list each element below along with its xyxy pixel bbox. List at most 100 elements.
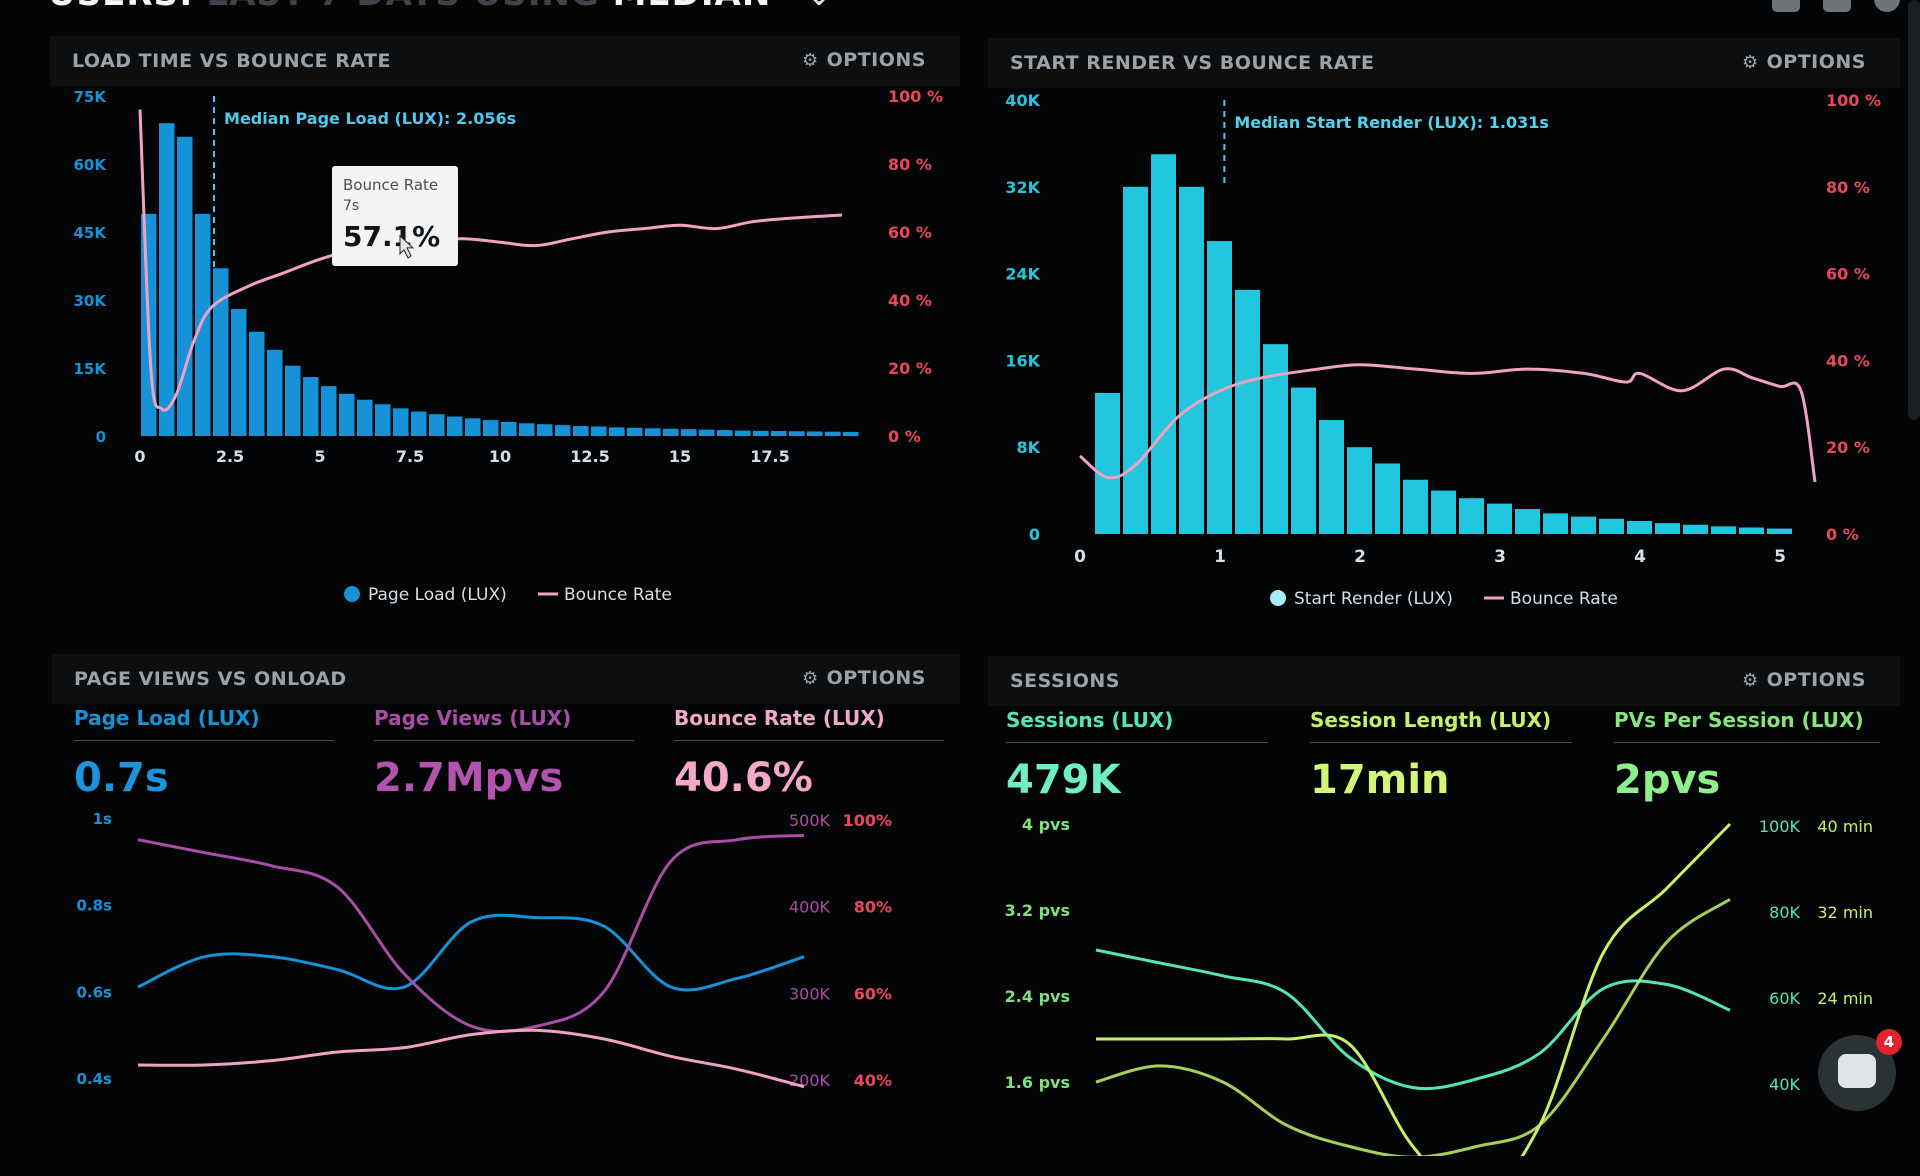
bar [591, 426, 607, 436]
bar [195, 213, 211, 436]
bar [519, 423, 535, 436]
y2-axis-tick-label: 40 % [1826, 351, 1870, 370]
cursor-icon [399, 234, 415, 259]
bar [771, 431, 787, 436]
x-axis-tick-label: 4 [1634, 547, 1646, 567]
kpi-page-load[interactable]: Page Load (LUX) 0.7s [74, 706, 334, 801]
calendar-icon[interactable] [1822, 0, 1851, 12]
options-button[interactable]: ⚙ OPTIONS [1742, 51, 1866, 73]
y2-axis-tick-label: 300K [789, 984, 831, 1003]
legend-label: Bounce Rate [564, 585, 672, 605]
y2-axis-tick-label: 60K [1769, 989, 1800, 1008]
bar [1683, 524, 1708, 534]
bar [735, 430, 751, 436]
median-label: Median Page Load (LUX): 2.056s [224, 109, 516, 128]
options-button[interactable]: ⚙ OPTIONS [1742, 669, 1866, 691]
panel-title: PAGE VIEWS VS ONLOAD [74, 668, 347, 690]
kpi-row: Sessions (LUX) 479K Session Length (LUX)… [988, 708, 1900, 808]
panel-page-views: PAGE VIEWS VS ONLOAD ⚙ OPTIONS Page Load … [52, 654, 960, 1154]
y-axis-tick-label: 16K [1005, 351, 1040, 370]
bar [357, 399, 373, 436]
bar [1627, 520, 1652, 534]
options-label: OPTIONS [826, 667, 926, 689]
x-axis-tick-label: 2 [1354, 547, 1366, 567]
chat-button[interactable]: 4 [1818, 1029, 1902, 1111]
x-axis-tick-label: 0 [1074, 547, 1086, 567]
y2-axis-tick-label: 60 % [888, 223, 932, 242]
x-axis-tick-label: 5 [314, 447, 325, 466]
bar [1319, 420, 1344, 534]
help-icon[interactable] [1874, 0, 1900, 12]
kpi-sessions[interactable]: Sessions (LUX) 479K [1006, 708, 1268, 803]
bar [717, 430, 733, 436]
y2-axis-tick-label: 100 % [888, 87, 943, 106]
bar [1179, 186, 1204, 535]
y3-axis-tick-label: 24 min [1817, 989, 1873, 1008]
kpi-bounce-rate[interactable]: Bounce Rate (LUX) 40.6% [674, 706, 944, 801]
bar [699, 429, 715, 436]
y-axis-tick-label: 0 [1029, 525, 1040, 544]
panel-title: LOAD TIME VS BOUNCE RATE [72, 50, 391, 72]
y2-axis-tick-label: 20 % [888, 359, 932, 378]
bar [1599, 518, 1624, 534]
y3-axis-tick-label: 80% [854, 898, 892, 917]
load-time-chart[interactable]: 0 15K 30K 45K 60K 75K 0 % 20 % 40 % 60 % 80 % 100 %… [50, 36, 960, 636]
start-render-chart[interactable]: 0 8K 16K 24K 32K 40K 0 % 20 % 40 % 60 % 80 % 100 % 0… [988, 38, 1900, 638]
x-axis-tick-label: 1 [1214, 547, 1226, 567]
y-axis-tick-label: 1.6 pvs [1005, 1073, 1070, 1092]
gear-icon: ⚙ [1742, 52, 1759, 73]
gear-icon: ⚙ [1742, 670, 1759, 691]
dashboard-header[interactable]: USERS: LAST 7 DAYS USING MEDIAN ⌄ [48, 0, 831, 14]
panel-header: SESSIONS ⚙ OPTIONS [988, 656, 1900, 706]
legend-marker [344, 586, 360, 602]
bar [807, 431, 823, 436]
kpi-value: 479K [1006, 757, 1121, 803]
options-button[interactable]: ⚙ OPTIONS [802, 49, 926, 71]
panel-load-time: LOAD TIME VS BOUNCE RATE ⚙ OPTIONS 0 15K 30… [50, 36, 960, 636]
panel-header: START RENDER VS BOUNCE RATE ⚙ OPTIONS [988, 38, 1900, 88]
bar [1123, 186, 1148, 535]
page-views-chart[interactable]: 0.4s 0.6s 0.8s 1s 200K 300K 400K 500K 40% 60% 80% 1… [52, 654, 960, 1154]
kpi-page-views[interactable]: Page Views (LUX) 2.7Mpvs [374, 706, 634, 801]
kpi-value: 17min [1310, 757, 1450, 803]
y-axis-tick-label: 1s [93, 810, 112, 828]
chevron-down-icon[interactable]: ⌄ [808, 0, 831, 12]
bar [393, 408, 409, 436]
kpi-pvs-per-session[interactable]: PVs Per Session (LUX) 2pvs [1614, 708, 1880, 803]
bar [1543, 513, 1568, 534]
x-axis-tick-label: 7.5 [396, 447, 424, 466]
y3-axis-tick-label: 40 min [1817, 817, 1873, 836]
sessions-chart[interactable]: 1.6 pvs 2.4 pvs 3.2 pvs 4 pvs 40K 60K 80K 100K 2… [988, 656, 1900, 1156]
y-axis-tick-label: 4 pvs [1022, 815, 1070, 834]
y-axis-tick-label: 0.4s [76, 1070, 112, 1088]
panel-header: PAGE VIEWS VS ONLOAD ⚙ OPTIONS [52, 654, 960, 704]
kpi-value: 2pvs [1614, 757, 1721, 803]
options-button[interactable]: ⚙ OPTIONS [802, 667, 926, 689]
kpi-value: 40.6% [674, 755, 813, 801]
y2-axis-tick-label: 200K [789, 1071, 831, 1090]
bar [429, 414, 445, 436]
bounce-rate-line [1079, 363, 1817, 483]
kpi-session-length[interactable]: Session Length (LUX) 17min [1310, 708, 1572, 803]
legend-label: Page Load (LUX) [368, 585, 507, 605]
bar [213, 268, 229, 436]
monitor-icon[interactable] [1771, 0, 1800, 12]
page-views-line [137, 833, 805, 1033]
page-scrollbar[interactable] [1908, 0, 1920, 420]
median-label: Median Start Render (LUX): 1.031s [1234, 113, 1549, 132]
y-axis-tick-label: 2.4 pvs [1005, 987, 1070, 1006]
bar [1151, 154, 1176, 534]
kpi-label: PVs Per Session (LUX) [1614, 708, 1880, 743]
x-axis-tick-label: 17.5 [750, 447, 789, 466]
y2-axis-tick-label: 20 % [1826, 438, 1870, 457]
y-axis-tick-label: 15K [74, 360, 108, 378]
bar [1571, 516, 1596, 534]
y3-axis-tick-label: 60% [854, 984, 892, 1003]
bar [663, 428, 679, 436]
y-axis-tick-label: 30K [74, 292, 108, 310]
bar [1655, 523, 1680, 534]
pvs-per-session-line [1095, 897, 1731, 1156]
kpi-value: 2.7Mpvs [374, 755, 564, 801]
bar [1375, 463, 1400, 534]
bar [375, 404, 391, 436]
